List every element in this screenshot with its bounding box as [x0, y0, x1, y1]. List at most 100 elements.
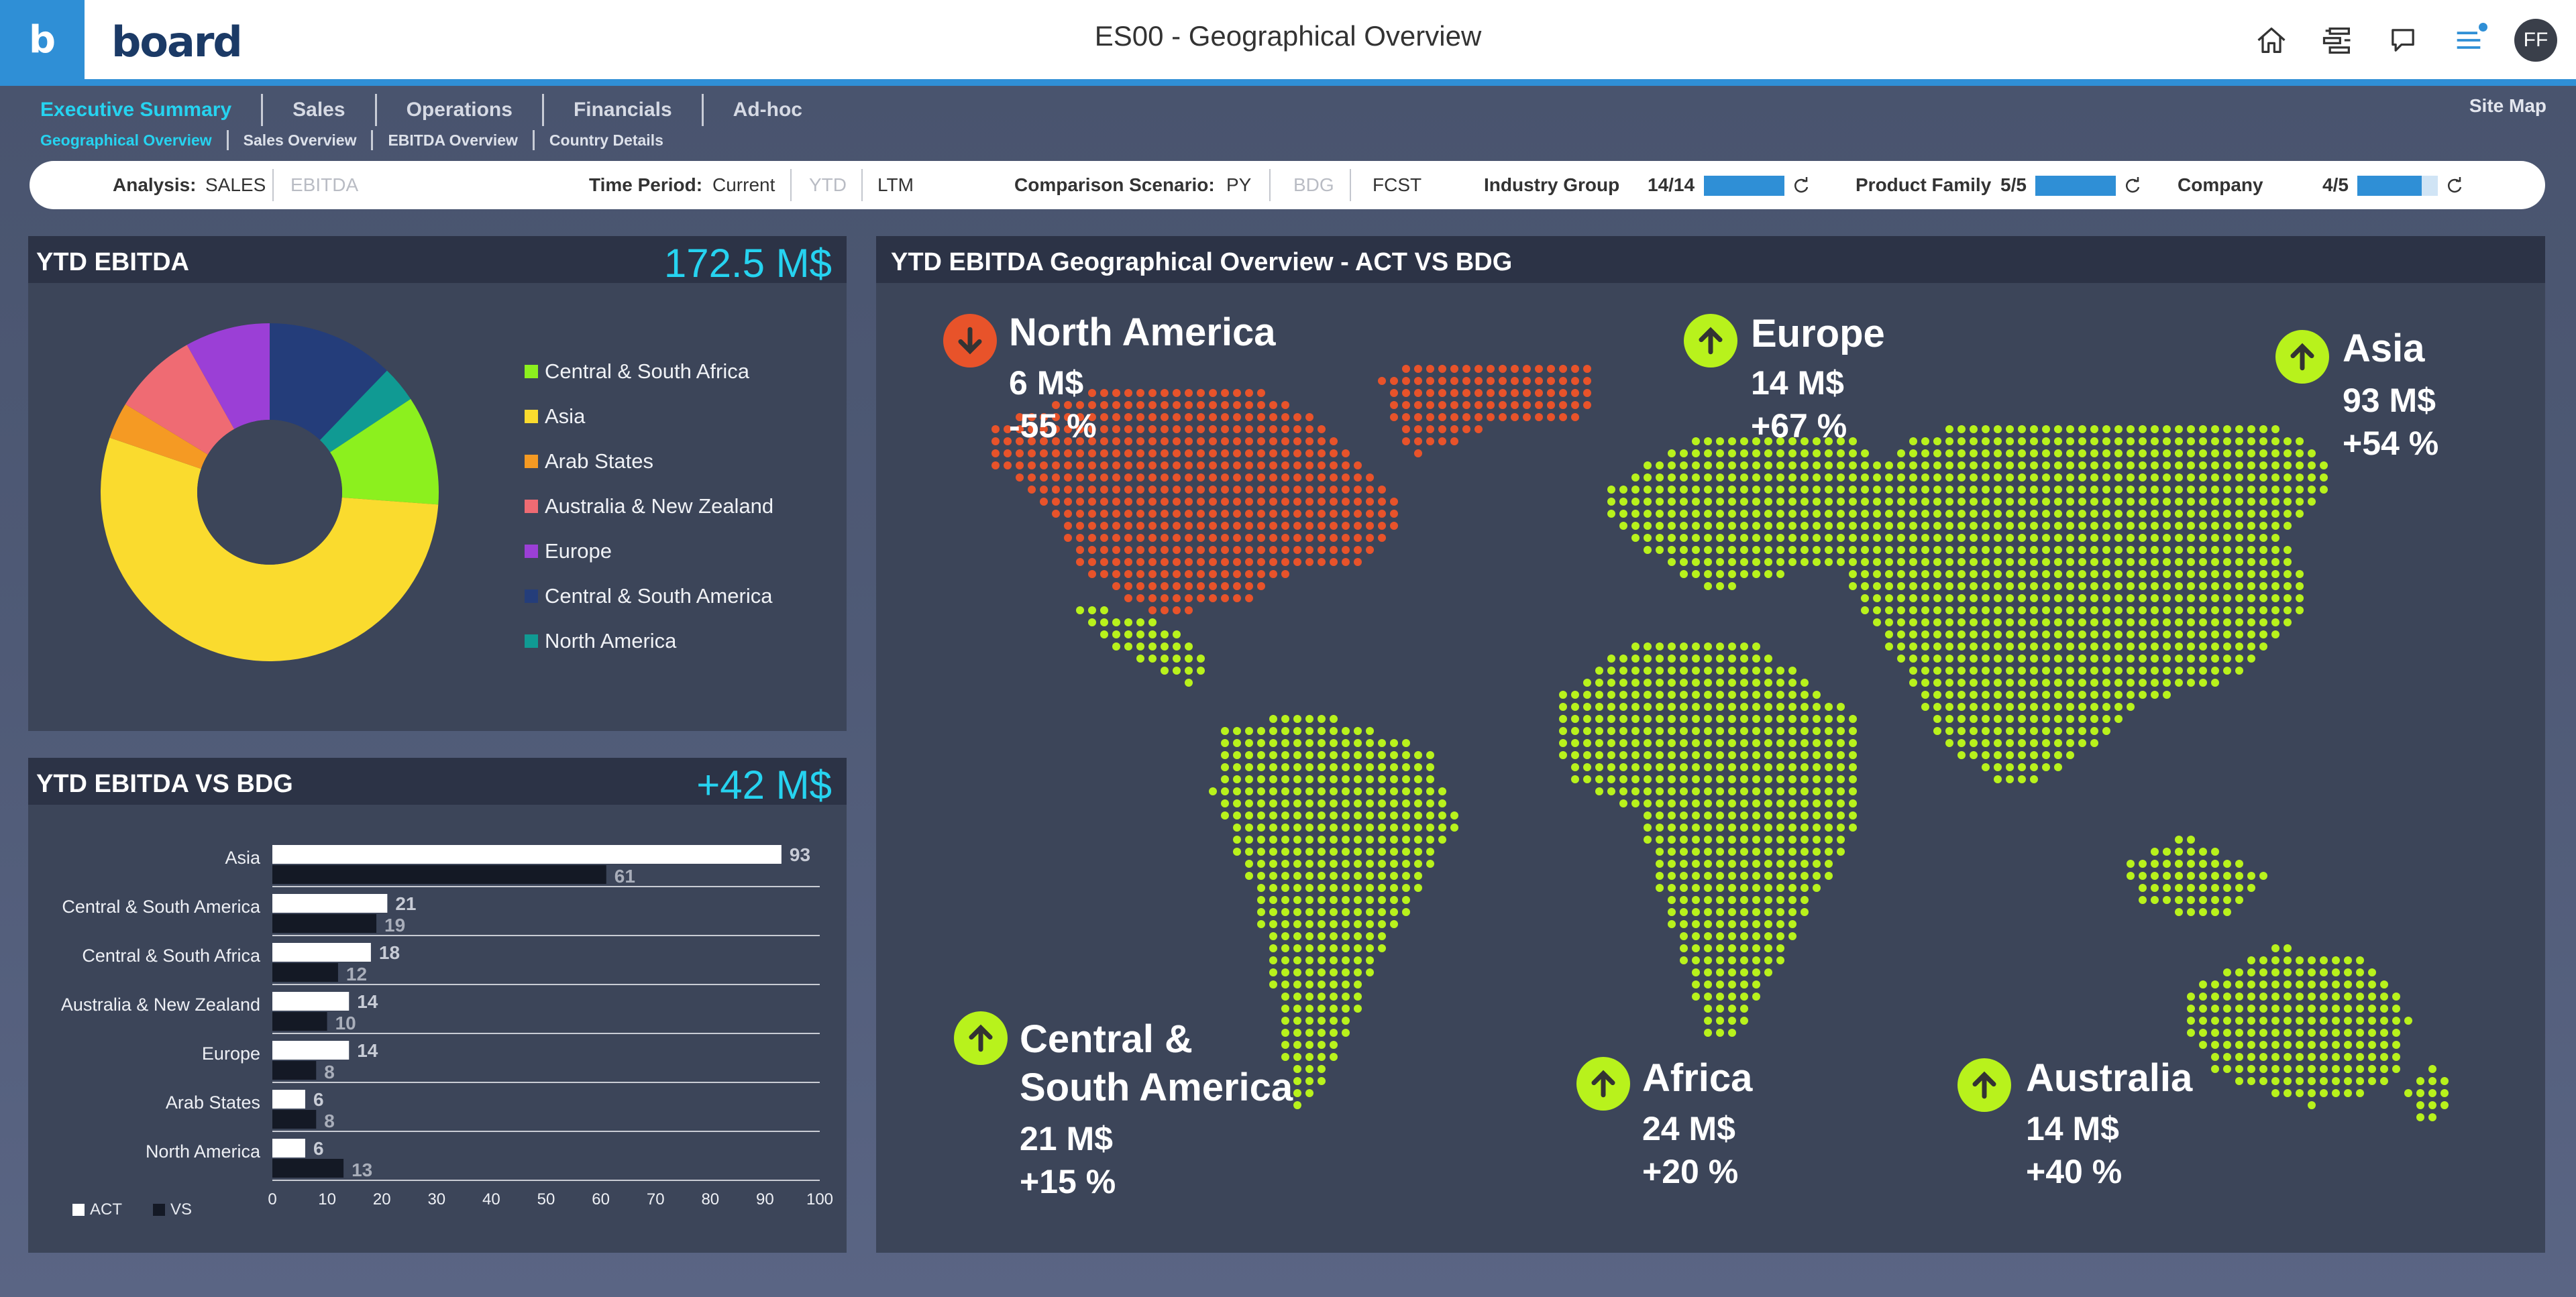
analysis-option-sales[interactable]: SALES — [205, 174, 266, 195]
donut-slice-asia[interactable] — [101, 437, 439, 661]
map-dot-africa — [1849, 763, 1857, 771]
submenu-country-details[interactable]: Country Details — [532, 130, 678, 150]
map-dot-north-america — [1257, 461, 1265, 469]
bar-act[interactable] — [272, 943, 371, 962]
hierarchy-icon[interactable] — [2317, 20, 2357, 60]
map-dot-africa — [1644, 799, 1652, 807]
bar-act[interactable] — [272, 894, 388, 913]
donut-slice-australia-new-zealand[interactable] — [125, 345, 235, 455]
avatar[interactable]: FF — [2514, 19, 2557, 62]
map-dot-asia — [2163, 691, 2171, 699]
map-dot-africa — [1728, 679, 1736, 687]
map-dot-asia — [2151, 461, 2159, 469]
time-option-ytd[interactable]: YTD — [809, 174, 847, 195]
analysis-option-ebitda[interactable]: EBITDA — [290, 174, 359, 195]
donut-slice-arab-states[interactable] — [109, 404, 208, 469]
map-dot-africa — [1752, 860, 1760, 868]
map-dot-north-america — [1390, 498, 1398, 506]
map-dot-africa — [1692, 824, 1700, 832]
menu-operations[interactable]: Operations — [374, 94, 542, 126]
donut-slice-north-america[interactable] — [319, 370, 411, 453]
donut-slice-europe[interactable] — [186, 323, 270, 429]
menu-sales[interactable]: Sales — [261, 94, 374, 126]
map-dot-africa — [1764, 667, 1772, 675]
map-dot-asia — [2078, 437, 2086, 445]
industry-group-progress[interactable] — [1704, 176, 1784, 196]
map-dot-north-america — [1523, 413, 1531, 421]
map-dot-africa — [1631, 679, 1640, 687]
comparison-option-fcst[interactable]: FCST — [1373, 174, 1422, 195]
map-dot-africa — [1656, 642, 1664, 651]
comparison-option-py[interactable]: PY — [1226, 174, 1252, 195]
bar-vs[interactable] — [272, 865, 606, 884]
map-dot-australia — [2284, 1089, 2292, 1097]
menu-financials[interactable]: Financials — [541, 94, 702, 126]
map-dot-asia — [2259, 546, 2267, 554]
map-dot-asia — [2296, 486, 2304, 494]
map-dot-asia — [2223, 582, 2231, 590]
map-dot-north-america — [1281, 413, 1289, 421]
map-dot-asia — [2151, 546, 2159, 554]
map-dot-north-america — [1148, 606, 1157, 614]
map-dot-africa — [1692, 993, 1700, 1001]
map-dot-north-america — [1257, 449, 1265, 457]
bar-act[interactable] — [272, 992, 350, 1011]
map-dot-asia — [1897, 655, 1905, 663]
map-dot-asia — [2030, 473, 2038, 482]
map-dot-asia — [2114, 630, 2123, 638]
map-dot-eu — [1728, 570, 1736, 578]
map-dot-eu — [1631, 510, 1640, 518]
product-family-progress[interactable] — [2035, 176, 2116, 196]
map-dot-africa — [1728, 980, 1736, 989]
bar-act[interactable] — [272, 1139, 305, 1158]
comparison-option-bdg[interactable]: BDG — [1293, 174, 1334, 195]
time-option-ltm[interactable]: LTM — [877, 174, 914, 195]
map-dot-asia — [2259, 510, 2267, 518]
bar-act[interactable] — [272, 845, 782, 864]
home-icon[interactable] — [2251, 20, 2292, 60]
refresh-icon[interactable] — [1791, 176, 1811, 196]
app-launcher-button[interactable]: b — [0, 0, 85, 79]
menu-ad-hoc[interactable]: Ad-hoc — [701, 94, 832, 126]
map-dot-asia — [2127, 486, 2135, 494]
map-dot-north-america — [1148, 534, 1157, 542]
company-progress[interactable] — [2357, 176, 2438, 196]
submenu-geographical-overview[interactable]: Geographical Overview — [40, 131, 212, 149]
menu-icon[interactable] — [2449, 20, 2489, 60]
bar-vs[interactable] — [272, 1061, 317, 1080]
refresh-icon[interactable] — [2123, 176, 2143, 196]
bar-vs[interactable] — [272, 914, 377, 933]
map-dot-sa — [1354, 751, 1362, 759]
submenu-sales-overview[interactable]: Sales Overview — [226, 130, 372, 150]
map-dot-eu — [1716, 546, 1724, 554]
bar-vs[interactable] — [272, 1110, 317, 1129]
map-dot-asia — [2284, 437, 2292, 445]
donut-slice-central-south-america[interactable] — [270, 323, 387, 441]
map-dot-africa — [1692, 968, 1700, 976]
refresh-icon[interactable] — [2445, 176, 2465, 196]
chat-icon[interactable] — [2383, 20, 2423, 60]
map-dot-asia — [2042, 630, 2050, 638]
time-option-current[interactable]: Current — [712, 174, 775, 195]
map-dot-asia — [1994, 618, 2002, 626]
map-dot-sa — [1354, 932, 1362, 940]
bar-vs[interactable] — [272, 1012, 327, 1031]
map-dot-africa — [1692, 679, 1700, 687]
bar-vs[interactable] — [272, 963, 338, 982]
map-dot-asia — [2211, 546, 2219, 554]
site-map-link[interactable]: Site Map — [2469, 95, 2546, 116]
map-dot-north-america — [1209, 449, 1217, 457]
map-dot-north-america — [1161, 582, 1169, 590]
menu-executive-summary[interactable]: Executive Summary — [40, 99, 232, 121]
map-dot-asia — [2054, 691, 2062, 699]
bar-act[interactable] — [272, 1090, 305, 1109]
submenu-ebitda-overview[interactable]: EBITDA Overview — [371, 130, 532, 150]
bar-vs[interactable] — [272, 1159, 344, 1178]
map-dot-asia — [2151, 582, 2159, 590]
map-dot-africa — [1764, 884, 1772, 892]
donut-slice-central-south-africa[interactable] — [330, 398, 439, 505]
map-dot-asia — [1957, 570, 1966, 578]
map-dot-africa — [1716, 1029, 1724, 1037]
bar-act[interactable] — [272, 1041, 350, 1060]
map-dot-asia — [2127, 606, 2135, 614]
